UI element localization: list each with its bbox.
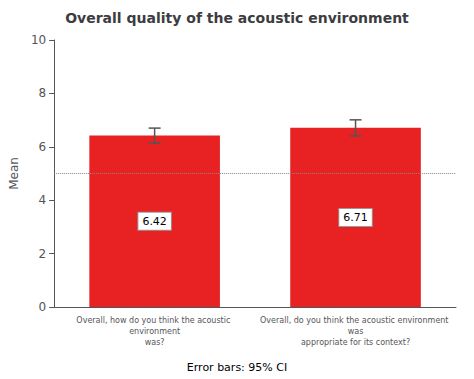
svg-text:6: 6 [39,140,47,154]
svg-text:environment: environment [129,327,180,336]
svg-text:8: 8 [39,86,47,100]
svg-text:Mean: Mean [7,157,21,190]
svg-text:4: 4 [39,193,47,207]
svg-text:Error bars: 95% CI: Error bars: 95% CI [187,361,287,374]
svg-text:6.71: 6.71 [343,211,368,224]
svg-text:0: 0 [39,300,47,314]
svg-text:appropriate for its context?: appropriate for its context? [301,338,410,347]
svg-text:2: 2 [39,247,47,261]
svg-text:was: was [348,327,364,336]
svg-text:10: 10 [31,33,46,47]
svg-text:Overall quality of the acousti: Overall quality of the acoustic environm… [65,10,409,26]
svg-text:was?: was? [145,338,165,347]
svg-text:Overall, how do you think the: Overall, how do you think the acoustic [76,316,233,325]
svg-text:6.42: 6.42 [142,215,167,228]
svg-text:Overall, do you think the acou: Overall, do you think the acoustic envir… [260,316,451,325]
